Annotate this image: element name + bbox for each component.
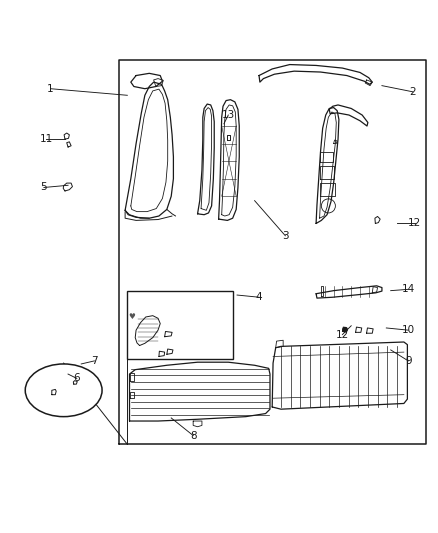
Text: 9: 9: [404, 356, 411, 366]
Text: 3: 3: [281, 231, 288, 241]
Text: 2: 2: [408, 87, 415, 97]
Text: 8: 8: [189, 431, 196, 440]
Text: 1: 1: [47, 84, 54, 94]
Ellipse shape: [25, 364, 102, 417]
Circle shape: [342, 327, 346, 332]
Text: 5: 5: [40, 182, 47, 192]
Text: 14: 14: [401, 284, 414, 294]
Bar: [127, 290, 232, 359]
Text: 4: 4: [255, 292, 262, 302]
Text: 6: 6: [73, 374, 80, 383]
Text: ♥: ♥: [128, 312, 135, 321]
Text: 7: 7: [91, 356, 98, 366]
Text: 11: 11: [39, 134, 53, 144]
Text: 12: 12: [407, 217, 420, 228]
Text: 13: 13: [221, 110, 234, 120]
Text: 12: 12: [335, 329, 348, 340]
Text: 10: 10: [401, 325, 414, 335]
